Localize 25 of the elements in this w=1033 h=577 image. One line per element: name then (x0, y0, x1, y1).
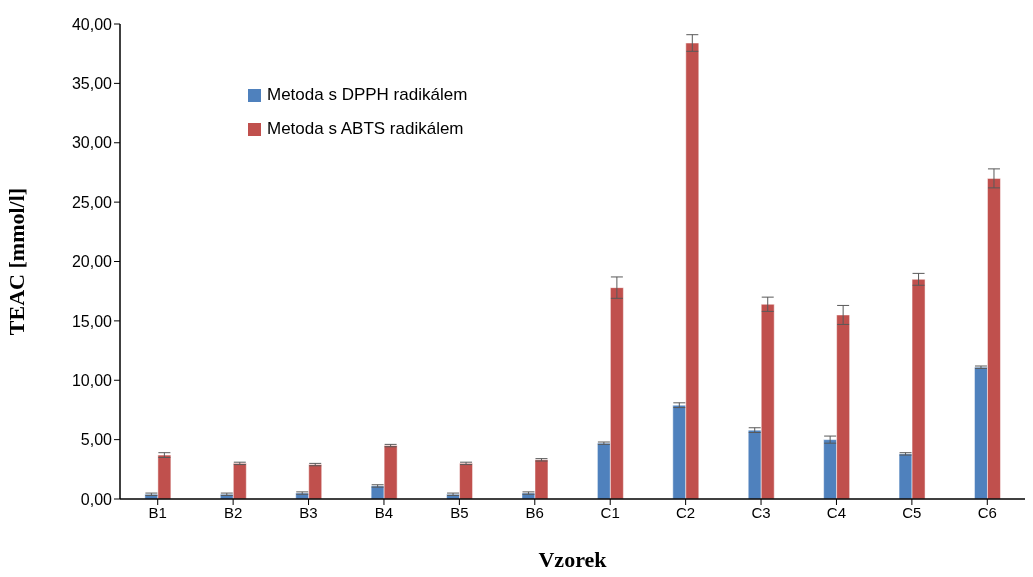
y-tick-label: 0,00 (80, 490, 113, 508)
x-tick-label: C2 (676, 503, 696, 521)
x-tick-label: C5 (902, 503, 922, 521)
x-tick-label: B6 (525, 503, 544, 521)
y-axis-title: TEAC [mmol/l] (3, 187, 29, 336)
x-tick-label: B4 (374, 503, 394, 521)
y-tick-label: 10,00 (71, 371, 113, 389)
legend-label: Metoda s ABTS radikálem (267, 118, 464, 140)
y-tick-label: 15,00 (71, 312, 113, 330)
y-tick-label: 40,00 (71, 15, 113, 33)
x-tick-label: B2 (223, 503, 243, 521)
x-tick-label: B3 (299, 503, 318, 521)
y-tick-label: 30,00 (71, 134, 113, 152)
x-axis-title: Vzorek (538, 547, 608, 572)
y-tick-label: 20,00 (71, 253, 113, 271)
y-tick-label: 25,00 (71, 193, 113, 211)
y-tick-label: 5,00 (80, 431, 113, 449)
x-tick-label: C6 (977, 503, 997, 521)
y-tick-label: 35,00 (71, 75, 113, 93)
legend-label: Metoda s DPPH radikálem (267, 84, 468, 106)
x-tick-label: B1 (148, 503, 167, 521)
x-tick-label: C1 (600, 503, 620, 521)
x-tick-label: C3 (751, 503, 771, 521)
x-tick-label: C4 (826, 503, 847, 521)
x-tick-label: B5 (450, 503, 469, 521)
